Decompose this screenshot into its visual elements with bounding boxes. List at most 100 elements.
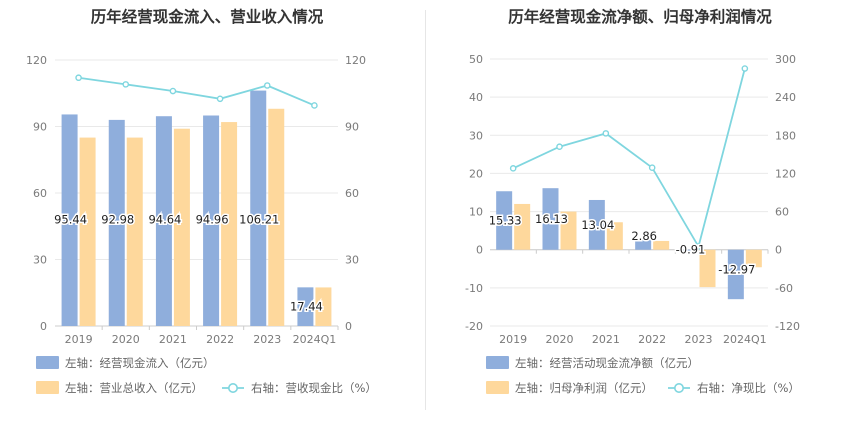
y-left-tick-label: 0 bbox=[40, 320, 47, 333]
ratio-point bbox=[648, 164, 656, 172]
ratio-line bbox=[78, 76, 315, 107]
ratio-point bbox=[695, 243, 702, 250]
bar-primary bbox=[61, 114, 78, 326]
y-left-tick-label: 90 bbox=[33, 121, 47, 134]
bar-secondary bbox=[699, 249, 716, 288]
ratio-point bbox=[311, 102, 318, 109]
y-left-tick-label: -20 bbox=[465, 320, 483, 333]
bar-secondary bbox=[560, 211, 577, 250]
data-label: 16.13 bbox=[535, 212, 568, 226]
y-right-tick-label: 120 bbox=[345, 54, 366, 67]
x-tick-label: 2022 bbox=[206, 333, 234, 346]
legend-swatch-secondary-bar bbox=[36, 381, 59, 394]
legend-swatch-primary-bar bbox=[36, 356, 59, 369]
data-label: 17.44 bbox=[290, 299, 323, 313]
bar-secondary bbox=[173, 128, 190, 326]
ratio-point bbox=[741, 65, 749, 72]
x-tick-label: 2023 bbox=[685, 333, 713, 346]
chart-title: 历年经营现金流净额、归母净利润情况 bbox=[508, 7, 772, 26]
bar-secondary bbox=[653, 240, 670, 250]
bar-primary bbox=[155, 116, 172, 327]
y-right-tick-label: -120 bbox=[775, 320, 800, 333]
x-tick-label: 2022 bbox=[638, 333, 666, 346]
chart-cashflow-revenue: 历年经营现金流入、营业收入情况 0 30 60 90 120 0 30 60 90 120 2019 2… bbox=[26, 7, 377, 395]
y-left-tick-label: 10 bbox=[469, 206, 483, 219]
legend-swatch-primary-bar bbox=[486, 356, 509, 369]
bar-primary bbox=[250, 90, 267, 326]
y-right-tick-label: 60 bbox=[345, 187, 359, 200]
bar-secondary bbox=[79, 137, 96, 326]
chart-panel-net-cashflow-profit: 历年经营现金流净额、归母净利润情况 -20 -10 0 10 20 30 40 50 -120 -6… bbox=[425, 0, 850, 437]
data-label: -0.91 bbox=[676, 243, 706, 257]
bar-primary bbox=[203, 115, 220, 326]
ratio-point bbox=[216, 95, 224, 103]
bar-primary bbox=[681, 249, 698, 254]
y-right-tick-label: 30 bbox=[345, 254, 359, 267]
x-tick-label: 2021 bbox=[592, 333, 620, 346]
data-label: 92.98 bbox=[101, 213, 134, 227]
ratio-point bbox=[509, 165, 517, 172]
bar-primary bbox=[635, 238, 652, 250]
x-tick-label: 2024Q1 bbox=[723, 333, 767, 346]
data-label: 15.33 bbox=[489, 213, 522, 227]
data-label: 94.96 bbox=[196, 213, 229, 227]
y-right-tick-label: 180 bbox=[775, 129, 796, 142]
x-tick-label: 2019 bbox=[65, 333, 93, 346]
chart-panel-cashflow-revenue: 历年经营现金流入、营业收入情况 0 30 60 90 120 0 30 60 90 120 2019 2… bbox=[0, 0, 425, 437]
bar-secondary bbox=[315, 287, 332, 326]
y-left-tick-label: 120 bbox=[26, 54, 47, 67]
x-tick-label: 2020 bbox=[546, 333, 574, 346]
bar-secondary bbox=[221, 122, 238, 326]
data-label: -12.97 bbox=[718, 263, 755, 277]
x-tick-label: 2021 bbox=[159, 333, 187, 346]
y-right-tick-label: 240 bbox=[775, 91, 796, 104]
data-label: 2.86 bbox=[631, 229, 657, 243]
bar-secondary bbox=[514, 203, 531, 250]
ratio-point bbox=[602, 130, 610, 137]
y-right-tick-label: 60 bbox=[775, 206, 789, 219]
chart-title: 历年经营现金流入、营业收入情况 bbox=[91, 7, 324, 26]
y-left-tick-label: 60 bbox=[33, 187, 47, 200]
chart-net-cashflow-profit: 历年经营现金流净额、归母净利润情况 -20 -10 0 10 20 30 40 50 -120 -6… bbox=[465, 7, 800, 395]
y-left-tick-label: 30 bbox=[33, 254, 47, 267]
panel-divider bbox=[425, 10, 426, 410]
y-right-tick-label: 90 bbox=[345, 121, 359, 134]
ratio-point bbox=[122, 81, 130, 88]
legend-label: 左轴：经营活动现金流净额（亿元） bbox=[515, 356, 699, 370]
legend-label: 左轴：归母净利润（亿元） bbox=[515, 381, 653, 395]
legend-label: 右轴：营收现金比（%） bbox=[251, 381, 377, 395]
y-left-tick-label: 0 bbox=[476, 244, 483, 257]
legend-swatch-line-marker bbox=[674, 382, 685, 393]
legend-label: 右轴：净现比（%） bbox=[697, 381, 800, 395]
data-label: 94.64 bbox=[148, 213, 181, 227]
y-left-tick-label: 30 bbox=[469, 129, 483, 142]
ratio-line bbox=[512, 68, 746, 249]
y-left-tick-label: 20 bbox=[469, 167, 483, 180]
ratio-point bbox=[75, 74, 82, 82]
ratio-point bbox=[263, 82, 271, 89]
x-tick-label: 2023 bbox=[253, 333, 281, 346]
legend-label: 左轴：经营现金流入（亿元） bbox=[65, 356, 215, 370]
bar-primary bbox=[727, 249, 744, 300]
x-tick-label: 2024Q1 bbox=[293, 333, 337, 346]
bar-primary bbox=[496, 191, 513, 250]
bar-primary bbox=[588, 199, 605, 250]
legend-label: 左轴：营业总收入（亿元） bbox=[65, 381, 203, 395]
y-left-tick-label: 50 bbox=[469, 53, 483, 66]
bar-primary bbox=[542, 188, 559, 250]
legend-swatch-secondary-bar bbox=[486, 381, 509, 394]
y-right-tick-label: 0 bbox=[775, 244, 782, 257]
y-left-tick-label: -10 bbox=[465, 282, 483, 295]
bar-secondary bbox=[606, 222, 623, 250]
bar-secondary bbox=[745, 249, 762, 268]
bar-primary bbox=[297, 287, 314, 326]
ratio-point bbox=[556, 143, 563, 151]
x-tick-label: 2019 bbox=[499, 333, 527, 346]
data-label: 13.04 bbox=[581, 218, 614, 232]
data-label: 106.21 bbox=[239, 213, 279, 227]
data-label: 95.44 bbox=[54, 213, 87, 227]
bar-secondary bbox=[126, 137, 143, 326]
ratio-point bbox=[169, 87, 177, 95]
y-right-tick-label: 0 bbox=[345, 320, 352, 333]
